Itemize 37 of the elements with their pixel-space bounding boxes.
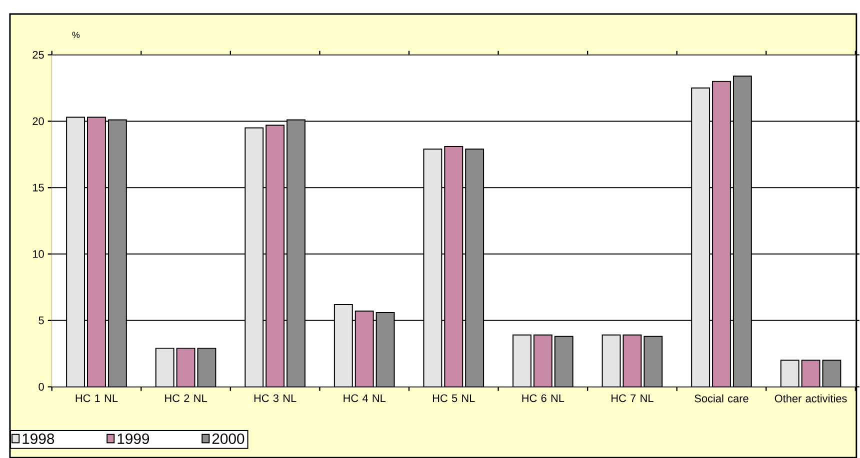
x-tick-label: HC 2 NL: [165, 394, 207, 402]
bar: [423, 148, 442, 387]
bar: [554, 336, 574, 387]
x-tick-label: HC 1 NL: [76, 394, 118, 402]
x-tick-label: HC 3 NL: [254, 394, 296, 402]
bar: [376, 312, 395, 387]
bar: [780, 360, 800, 387]
bar: [108, 119, 127, 387]
bar: [602, 334, 621, 387]
bar: [197, 348, 216, 387]
legend-label: 1998: [22, 433, 54, 444]
x-tick-label: HC 7 NL: [612, 394, 654, 402]
bar: [155, 348, 174, 387]
legend-label: 1999: [118, 433, 150, 444]
bar: [66, 116, 86, 387]
x-tick-label: Social care: [694, 394, 748, 402]
y-axis-title: %: [72, 32, 80, 38]
y-tick-label: 20: [32, 117, 44, 125]
legend-label: 2000: [212, 433, 244, 444]
y-tick-label: 25: [32, 50, 44, 59]
bar: [286, 119, 306, 387]
x-tick-label: HC 4 NL: [344, 394, 386, 402]
y-tick-label: 10: [33, 250, 44, 258]
y-tick-label: 5: [38, 316, 44, 324]
bar: [732, 75, 752, 387]
bar: [465, 148, 484, 387]
x-tick-label: HC 6 NL: [522, 394, 564, 402]
bar: [691, 87, 710, 387]
x-tick-label: HC 5 NL: [432, 394, 475, 402]
y-tick-label: 0: [38, 382, 44, 391]
y-tick-label: 15: [33, 184, 44, 192]
x-tick-label: Other activities: [774, 394, 847, 402]
bar: [334, 304, 353, 387]
bar: [644, 336, 663, 387]
bar: [244, 127, 264, 387]
bar: [822, 360, 842, 387]
bar: [512, 334, 532, 387]
